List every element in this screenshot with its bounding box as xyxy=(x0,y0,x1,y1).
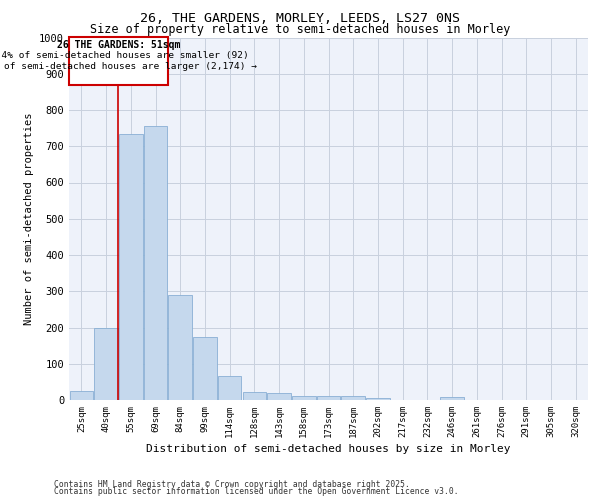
Bar xyxy=(218,376,241,400)
Bar xyxy=(144,126,167,400)
Bar xyxy=(169,295,192,400)
Text: 95% of semi-detached houses are larger (2,174) →: 95% of semi-detached houses are larger (… xyxy=(0,62,257,71)
Bar xyxy=(341,396,365,400)
Text: Size of property relative to semi-detached houses in Morley: Size of property relative to semi-detach… xyxy=(90,22,510,36)
Bar xyxy=(366,398,389,400)
Bar xyxy=(70,391,93,400)
Bar xyxy=(119,134,143,400)
FancyBboxPatch shape xyxy=(70,37,169,84)
Bar xyxy=(440,398,464,400)
Y-axis label: Number of semi-detached properties: Number of semi-detached properties xyxy=(23,112,34,325)
Bar xyxy=(94,328,118,400)
Text: 26, THE GARDENS, MORLEY, LEEDS, LS27 0NS: 26, THE GARDENS, MORLEY, LEEDS, LS27 0NS xyxy=(140,12,460,26)
Text: ← 4% of semi-detached houses are smaller (92): ← 4% of semi-detached houses are smaller… xyxy=(0,52,248,60)
Bar xyxy=(317,396,340,400)
Text: 26 THE GARDENS: 51sqm: 26 THE GARDENS: 51sqm xyxy=(57,40,181,50)
Bar xyxy=(242,392,266,400)
Bar xyxy=(193,336,217,400)
Text: Contains public sector information licensed under the Open Government Licence v3: Contains public sector information licen… xyxy=(54,487,458,496)
Text: Contains HM Land Registry data © Crown copyright and database right 2025.: Contains HM Land Registry data © Crown c… xyxy=(54,480,410,489)
X-axis label: Distribution of semi-detached houses by size in Morley: Distribution of semi-detached houses by … xyxy=(146,444,511,454)
Bar xyxy=(292,396,316,400)
Bar xyxy=(268,394,291,400)
